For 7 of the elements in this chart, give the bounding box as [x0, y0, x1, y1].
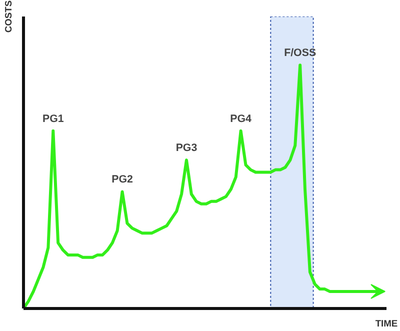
- y-axis-title: COSTS: [4, 0, 14, 33]
- annotation: PG3: [176, 142, 198, 154]
- text: F/OSS: [284, 47, 316, 60]
- annotation: PG4: [230, 112, 252, 125]
- annotation: PG1: [42, 112, 64, 125]
- x-axis-title: TIME: [375, 318, 398, 328]
- annotation: PG2: [112, 174, 134, 186]
